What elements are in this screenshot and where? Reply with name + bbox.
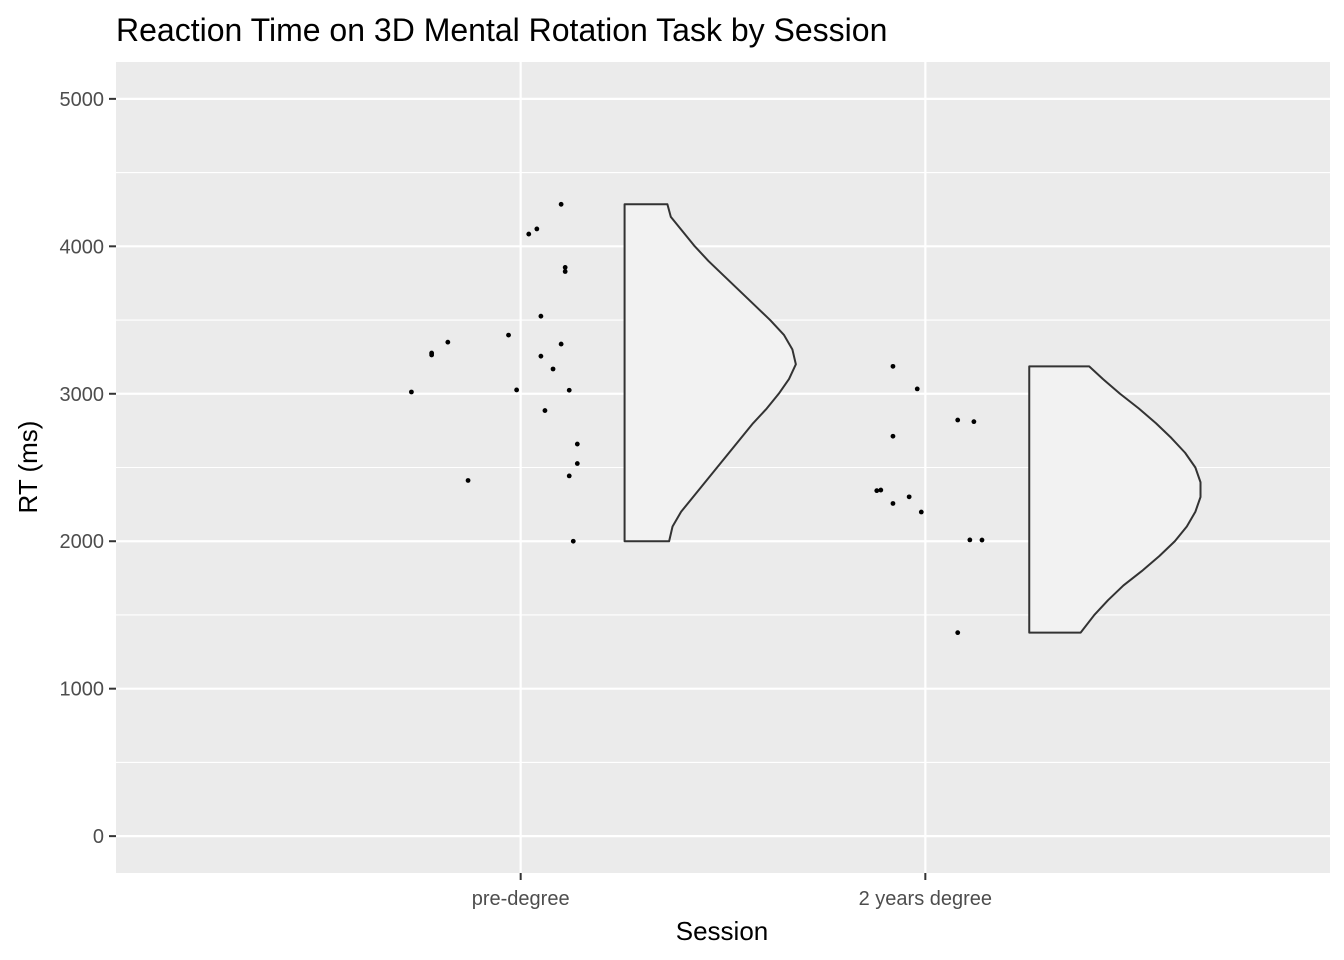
data-point xyxy=(429,350,435,356)
data-point xyxy=(955,630,961,636)
data-point xyxy=(445,339,451,345)
data-point xyxy=(558,201,564,207)
y-tick-label: 2000 xyxy=(60,531,105,553)
data-point xyxy=(570,538,576,544)
data-point xyxy=(566,473,572,479)
data-point xyxy=(566,387,572,393)
y-tick-label: 3000 xyxy=(60,384,105,406)
data-point xyxy=(526,231,532,237)
data-point xyxy=(890,363,896,369)
data-point xyxy=(550,366,556,372)
data-point xyxy=(914,386,920,392)
data-point xyxy=(465,478,471,483)
data-point xyxy=(890,433,896,439)
data-point xyxy=(538,313,544,319)
data-point xyxy=(979,537,985,543)
y-tick-label: 4000 xyxy=(60,236,105,258)
data-point xyxy=(574,441,580,447)
x-axis-title: Session xyxy=(676,916,769,946)
data-point xyxy=(874,488,880,494)
y-tick-label: 1000 xyxy=(60,679,105,701)
x-tick-label: pre-degree xyxy=(472,888,570,910)
data-point xyxy=(538,353,544,359)
y-tick-label: 5000 xyxy=(60,89,105,111)
y-axis: 0 1000 2000 3000 4000 5000 xyxy=(60,89,116,848)
data-point xyxy=(506,332,511,338)
data-point xyxy=(574,461,580,466)
violin-2-years-degree xyxy=(1028,365,1202,634)
data-point xyxy=(971,419,977,425)
data-point xyxy=(906,494,912,500)
violins xyxy=(623,203,1202,634)
data-point xyxy=(409,389,414,395)
chart-title: Reaction Time on 3D Mental Rotation Task… xyxy=(116,12,887,48)
data-point xyxy=(562,265,568,270)
data-point xyxy=(562,269,568,274)
data-point xyxy=(918,509,924,515)
data-point xyxy=(534,226,540,232)
violin-pre-degree xyxy=(623,203,797,543)
data-point xyxy=(967,537,973,543)
grid-major xyxy=(116,62,1330,873)
data-point xyxy=(955,417,961,423)
x-tick-label: 2 years degree xyxy=(859,888,992,910)
x-axis: pre-degree 2 years degree xyxy=(472,873,992,910)
data-point xyxy=(878,487,884,493)
jitter-points xyxy=(409,201,985,636)
y-axis-title: RT (ms) xyxy=(13,421,43,514)
data-point xyxy=(542,408,548,413)
data-point xyxy=(890,501,896,506)
y-tick-label: 0 xyxy=(93,826,104,848)
data-point xyxy=(558,341,564,347)
data-point xyxy=(514,387,520,393)
